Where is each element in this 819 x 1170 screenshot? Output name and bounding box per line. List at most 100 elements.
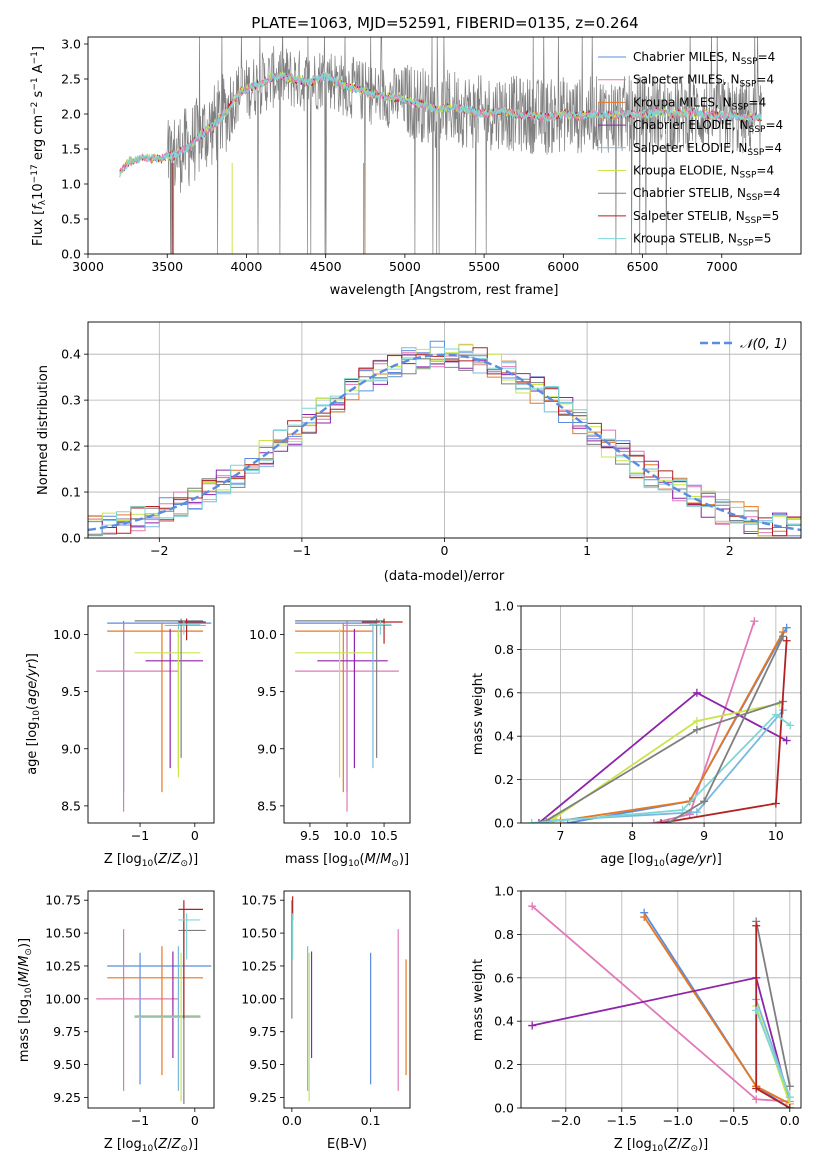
x-tick-label: 0.0 <box>780 1113 800 1128</box>
marker-salpeter_stelib <box>771 799 780 808</box>
y-axis-label: mass [log10(M/M⊙)] <box>17 938 34 1062</box>
x-tick-label: 5500 <box>468 259 500 274</box>
axes-frame <box>87 36 802 255</box>
legend-label: Kroupa MILES, NSSP=4 <box>633 95 766 112</box>
x-tick-label: 5000 <box>389 259 421 274</box>
plot-area-age-vs-mass <box>295 618 403 812</box>
y-tick-label: 9.75 <box>53 1024 81 1039</box>
plot-area-weight-vs-age <box>527 617 795 823</box>
x-tick-label: 3500 <box>151 259 183 274</box>
y-tick-label: 0.6 <box>494 685 514 700</box>
axes-frame <box>520 605 802 824</box>
axes-age-vs-Z: −1 0 8.5 9.0 9.5 10.0 <box>53 605 215 843</box>
y-tick-label: 0.5 <box>61 212 81 227</box>
legend-label: Kroupa STELIB, NSSP=5 <box>633 232 771 249</box>
y-tick-label: 0.8 <box>494 642 514 657</box>
y-tick-label: 3.0 <box>61 37 81 52</box>
series-line-chabrier_stelib <box>755 921 791 1087</box>
y-tick-label: 9.0 <box>61 741 81 756</box>
y-tick-label: 10.00 <box>45 991 81 1006</box>
plot-area-mass-vs-ebv <box>291 896 407 1102</box>
series-line-chabrier_miles <box>567 627 788 823</box>
marker-salpeter_miles <box>750 617 759 626</box>
axes-mass-vs-Z: −1 0 9.25 9.50 9.75 10.00 10.25 10.50 10.75 <box>45 890 215 1128</box>
marker-salpeter_stelib <box>752 1084 761 1093</box>
axes-mass-vs-ebv: 0.0 0.1 9.25 9.50 9.75 10.00 10.25 10.50 10.75 <box>241 890 411 1128</box>
x-tick-label: −0.5 <box>719 1113 749 1128</box>
y-tick-label: 10.0 <box>249 627 277 642</box>
axes-spectrum: 3000 3500 4000 4500 5000 5500 6000 6500 7000 0.0 0… <box>61 36 802 274</box>
legend-label: 𝒩(0, 1) <box>740 337 787 352</box>
y-tick-label: 8.5 <box>61 798 81 813</box>
y-tick-label: 0.2 <box>61 439 81 454</box>
y-tick-label: 1.0 <box>494 884 514 899</box>
y-tick-label: 9.75 <box>249 1024 277 1039</box>
marker-kroupa_stelib <box>527 819 536 823</box>
x-tick-label: −1.0 <box>663 1113 693 1128</box>
marker-chabrier_elodie <box>534 819 543 823</box>
marker-kroupa_stelib <box>771 710 780 719</box>
x-tick-label: 0 <box>191 1113 199 1128</box>
y-tick-label: 1.5 <box>61 142 81 157</box>
x-tick-label: 4500 <box>310 259 342 274</box>
marker-salpeter_stelib <box>785 1104 794 1108</box>
y-tick-label: 2.5 <box>61 72 81 87</box>
marker-chabrier_stelib <box>785 1082 794 1091</box>
legend-label: Salpeter MILES, NSSP=4 <box>633 73 774 90</box>
x-axis-label: (data-model)/error <box>384 569 505 584</box>
x-tick-label: −1 <box>131 828 149 843</box>
plot-area-spectrum <box>119 37 762 254</box>
y-tick-label: 8.5 <box>257 798 277 813</box>
marker-chabrier_elodie <box>782 736 791 745</box>
x-tick-label: 10.0 <box>333 828 361 843</box>
y-tick-label: 9.50 <box>249 1057 277 1072</box>
marker-chabrier_stelib <box>700 797 709 806</box>
x-tick-label: 0 <box>441 543 449 558</box>
y-tick-label: 0.0 <box>494 816 514 831</box>
marker-salpeter_stelib <box>752 921 761 930</box>
legend-label: Chabrier MILES, NSSP=4 <box>633 50 775 67</box>
figure-title: PLATE=1063, MJD=52591, FIBERID=0135, z=0… <box>251 14 638 32</box>
legend-label: Salpeter STELIB, NSSP=5 <box>633 209 779 226</box>
y-tick-label: 0.1 <box>61 485 81 500</box>
marker-chabrier_miles <box>782 623 791 632</box>
plot-area-age-vs-Z <box>96 618 212 812</box>
y-tick-label: 10.25 <box>45 958 81 973</box>
x-axis-label: Z [log10(Z/Z⊙)] <box>614 1137 708 1154</box>
marker-chabrier_stelib <box>664 819 673 823</box>
x-tick-label: −1 <box>131 1113 149 1128</box>
marker-chabrier_elodie <box>528 1021 537 1030</box>
x-tick-label: 0.0 <box>282 1113 302 1128</box>
y-tick-label: 0.4 <box>61 347 81 362</box>
x-tick-label: 10 <box>768 828 784 843</box>
x-tick-label: −1.5 <box>607 1113 637 1128</box>
y-tick-label: 1.0 <box>494 599 514 614</box>
y-tick-label: 9.25 <box>249 1090 277 1105</box>
y-tick-label: 9.25 <box>53 1090 81 1105</box>
series-line-kroupa_elodie <box>552 702 780 820</box>
legend-label: Chabrier STELIB, NSSP=4 <box>633 186 781 203</box>
y-tick-label: 9.5 <box>257 684 277 699</box>
y-tick-label: 1.0 <box>61 177 81 192</box>
x-axis-label: Z [log10(Z/Z⊙)] <box>104 1137 198 1154</box>
marker-salpeter_elodie <box>692 808 701 817</box>
plot-area-residuals <box>88 340 801 537</box>
y-tick-label: 0.8 <box>494 927 514 942</box>
y-tick-label: 9.0 <box>257 741 277 756</box>
legend-label: Kroupa ELODIE, NSSP=4 <box>633 164 774 181</box>
x-tick-label: −1 <box>293 543 311 558</box>
x-tick-label: 10.5 <box>370 828 398 843</box>
y-tick-label: 10.00 <box>241 991 277 1006</box>
axes-residuals: −2 −1 0 1 2 0.0 0.1 0.2 0.3 0.4 <box>61 321 802 558</box>
histogram-kroupa_stelib <box>88 348 801 537</box>
y-axis-label: Flux [fλ10−17 erg cm−2 s−1 A−1] <box>30 46 48 246</box>
y-tick-label: 9.50 <box>53 1057 81 1072</box>
marker-salpeter_miles <box>752 1095 761 1104</box>
marker-chabrier_stelib <box>692 725 701 734</box>
series-line-kroupa_stelib <box>531 713 791 823</box>
marker-kroupa_stelib <box>786 721 795 730</box>
y-tick-label: 0.2 <box>494 772 514 787</box>
y-tick-label: 10.75 <box>45 893 81 908</box>
x-axis-label: E(B-V) <box>327 1137 367 1152</box>
